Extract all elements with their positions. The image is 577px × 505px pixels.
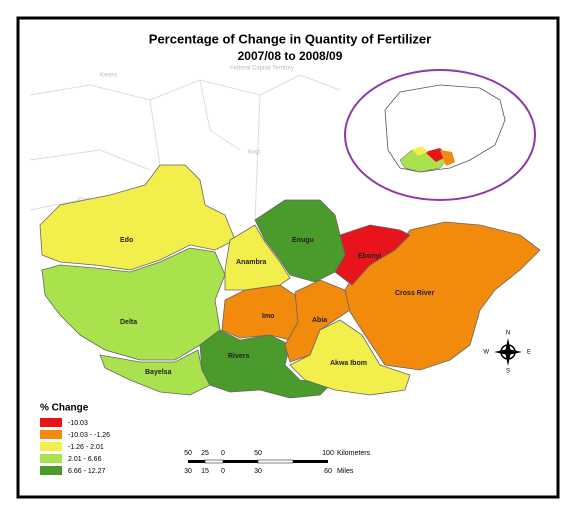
state-label: Ebonyi	[358, 253, 381, 260]
scale-label: 50	[184, 450, 192, 457]
compass-label: W	[483, 350, 489, 356]
scale-label: 15	[201, 468, 209, 475]
map-subtitle: 2007/08 to 2008/09	[238, 49, 343, 63]
legend-swatch	[40, 466, 62, 475]
compass-label: N	[506, 331, 510, 337]
scale-label: 50	[254, 450, 262, 457]
state-label: Imo	[262, 313, 274, 320]
compass-label: S	[506, 369, 510, 375]
neighbour-boundaries	[29, 74, 341, 221]
legend-label: -10.03 - -1.26	[68, 432, 110, 439]
legend-swatch	[40, 430, 62, 439]
legend: -10.03 -10.03 - -1.26 -1.26 - 2.01 2.01 - 6…	[40, 418, 110, 475]
state-label: Anambra	[236, 259, 266, 266]
scale-label: 0	[221, 468, 225, 475]
region-label: Kogi	[248, 150, 260, 156]
scale-unit: Kilometers	[337, 450, 371, 457]
inset-region	[412, 146, 428, 156]
state-label: Akwa Ibom	[330, 360, 367, 367]
state	[224, 224, 291, 291]
compass-label: E	[527, 350, 531, 356]
legend-label: 6.66 - 12.27	[68, 468, 105, 475]
scale-label: 25	[201, 450, 209, 457]
states	[39, 164, 541, 399]
state	[289, 319, 411, 396]
legend-swatch	[40, 418, 62, 427]
state-label: Cross River	[395, 290, 435, 297]
legend-label: 2.01 - 6.66	[68, 456, 102, 463]
scale-label: 0	[221, 450, 225, 457]
compass-arrows	[494, 338, 522, 366]
legend-swatch	[40, 442, 62, 451]
state-label: Rivers	[228, 353, 250, 360]
compass: N S E W	[483, 331, 531, 375]
scale-label: 100	[322, 450, 334, 457]
state	[39, 164, 236, 271]
scale-label: 30	[184, 468, 192, 475]
state-label: Delta	[120, 319, 137, 326]
scale-label: 30	[254, 468, 262, 475]
scale-unit: Miles	[337, 468, 354, 475]
map-title: Percentage of Change in Quantity of Fert…	[149, 31, 431, 46]
state-label: Edo	[120, 237, 133, 244]
state	[254, 199, 346, 283]
state	[41, 247, 226, 361]
state-labels: Edo Delta Bayelsa Rivers Imo Abia Akwa I…	[120, 237, 435, 376]
scale-segment	[204, 459, 224, 464]
region-label: Kwara	[100, 73, 118, 79]
region-label: Federal Capital Territory	[230, 66, 294, 72]
scale-label: 60	[324, 468, 332, 475]
legend-label: -1.26 - 2.01	[68, 444, 104, 451]
scale-bar: 50 25 0 50 100 Kilometers 30 15 0 30 60 Miles	[184, 450, 370, 475]
state-label: Enugu	[292, 237, 314, 244]
inset-region	[440, 150, 455, 166]
inset-map	[344, 69, 536, 201]
legend-title: % Change	[40, 403, 89, 414]
legend-label: -10.03	[68, 420, 88, 427]
scale-segment	[257, 459, 294, 464]
legend-swatch	[40, 454, 62, 463]
state-label: Abia	[312, 317, 327, 324]
state-label: Bayelsa	[145, 369, 172, 376]
